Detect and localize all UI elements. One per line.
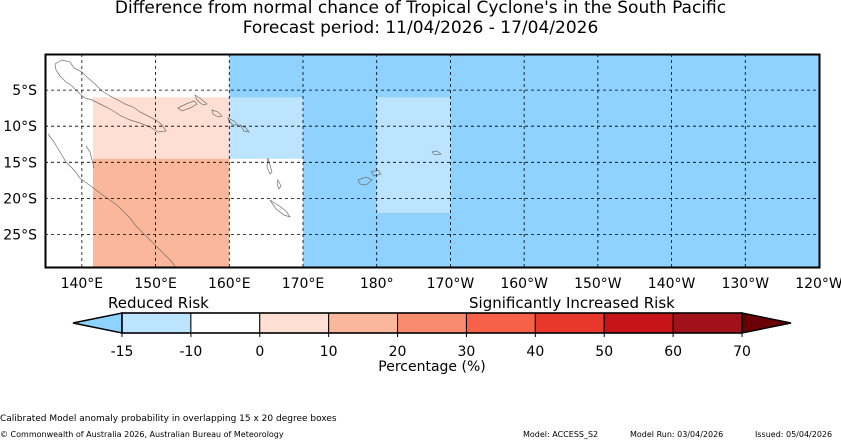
colorbar-bin: [465, 312, 536, 334]
colorbar-bin: [672, 312, 743, 334]
lon-tick-label: 160°E: [208, 276, 251, 292]
lat-tick-label: 5°S: [12, 83, 37, 99]
colorbar-tick-label: 70: [733, 344, 751, 360]
anomaly-region-2: [229, 97, 303, 159]
colorbar-tick-label: -10: [179, 344, 202, 360]
colorbar-bin: [397, 312, 467, 334]
map-frame: [44, 53, 821, 269]
increased-risk-label: Significantly Increased Risk: [469, 294, 675, 312]
coastlines: [47, 59, 442, 269]
issued-date: Issued: 05/04/2026: [755, 430, 833, 439]
method-note: Calibrated Model anomaly probability in …: [0, 414, 337, 424]
copyright-note: © Commonwealth of Australia 2026, Austra…: [0, 430, 284, 439]
lon-tick-label: 150°W: [574, 276, 622, 292]
lon-tick-label: 170°E: [282, 276, 325, 292]
colorbar-tick-label: -15: [111, 344, 134, 360]
lat-tick-label: 20°S: [3, 191, 37, 207]
colorbar-outline: [121, 312, 743, 334]
latitude-axis: 5°S 10°S 15°S 20°S 25°S: [3, 83, 37, 243]
colorbar-bin: [121, 312, 192, 334]
lon-tick-label: 150°E: [134, 276, 177, 292]
colorbar-tick-label: 50: [595, 344, 613, 360]
colorbar-tick-label: 30: [458, 344, 476, 360]
anomaly-regions: [92, 54, 820, 267]
model-run-date: Model Run: 03/04/2026: [630, 430, 724, 439]
colorbar-bin: [603, 312, 674, 334]
colorbar-xlabel: Percentage (%): [378, 359, 485, 375]
model-name: Model: ACCESS_S2: [523, 430, 599, 439]
anomaly-region-5: [92, 97, 230, 159]
anomaly-region-4: [229, 158, 303, 267]
anomaly-region-6: [92, 158, 230, 267]
reduced-risk-label: Reduced Risk: [108, 294, 209, 312]
colorbar-bin: [190, 312, 261, 334]
colorbar-tick-label: 10: [320, 344, 338, 360]
chart-title: Difference from normal chance of Tropica…: [114, 0, 727, 18]
lat-tick-label: 25°S: [3, 228, 37, 244]
graticule: [45, 54, 819, 267]
lat-tick-label: 15°S: [3, 155, 37, 171]
longitude-axis: 140°E 150°E 160°E 170°E 180° 170°W 160°W 150°W 1…: [61, 276, 841, 292]
colorbar-bin: [534, 312, 605, 334]
lon-tick-label: 160°W: [500, 276, 548, 292]
colorbar-over-arrow: [741, 312, 792, 334]
colorbar-tick-label: 0: [255, 344, 264, 360]
lon-tick-label: 180°: [360, 276, 394, 292]
anomaly-region-3: [376, 97, 451, 213]
lat-tick-label: 10°S: [3, 119, 37, 135]
lon-tick-label: 170°W: [427, 276, 475, 292]
lon-tick-label: 140°E: [61, 276, 104, 292]
anomaly-region-1: [229, 54, 820, 267]
colorbar-bin: [259, 312, 330, 334]
colorbar-bin: [328, 312, 399, 334]
colorbar-tick-label: 60: [664, 344, 682, 360]
colorbar-tick-label: 40: [526, 344, 544, 360]
lon-tick-label: 130°W: [721, 276, 769, 292]
colorbar-under-arrow: [72, 312, 123, 334]
colorbar: -15 -10 0 10 20 30 40 50 60 70 Percentage (%): [72, 312, 792, 375]
lon-tick-label: 120°W: [795, 276, 841, 292]
colorbar-tick-label: 20: [389, 344, 407, 360]
lon-tick-label: 140°W: [648, 276, 696, 292]
forecast-period: Forecast period: 11/04/2026 - 17/04/2026: [242, 18, 599, 38]
